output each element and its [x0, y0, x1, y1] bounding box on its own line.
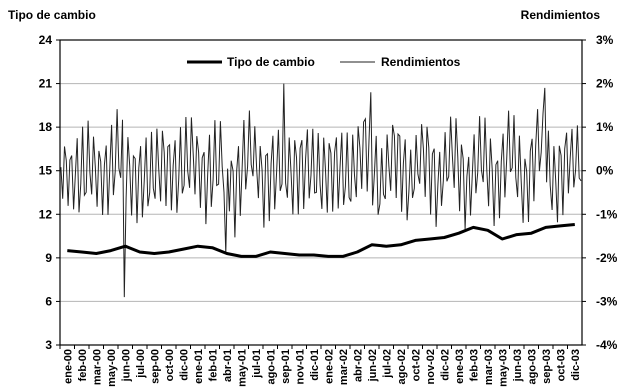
x-tick-label: ago-03	[526, 349, 538, 384]
left-tick-label: 18	[39, 120, 53, 134]
x-tick-label: oct-00	[164, 349, 176, 381]
x-tick-label: oct-03	[555, 349, 567, 381]
x-tick-label: dic-00	[178, 349, 190, 381]
x-tick-label: mar-00	[91, 349, 103, 385]
x-tick-label: mar-03	[483, 349, 495, 385]
legend-label-tipo-de-cambio: Tipo de cambio	[227, 55, 315, 69]
x-tick-label: feb-00	[77, 349, 89, 381]
x-tick-label: jul-02	[381, 349, 393, 379]
right-tick-label: -2%	[596, 251, 618, 265]
left-tick-label: 3	[45, 338, 52, 352]
right-tick-label: 0%	[596, 164, 614, 178]
x-tick-label: may-01	[236, 349, 248, 387]
right-tick-label: 2%	[596, 77, 614, 91]
right-tick-label: 1%	[596, 120, 614, 134]
x-tick-label: sep-00	[149, 349, 161, 384]
left-tick-label: 12	[39, 207, 53, 221]
x-tick-label: dic-01	[309, 349, 321, 381]
x-tick-label: oct-02	[410, 349, 422, 381]
series-line-rendimientos	[60, 83, 582, 298]
x-tick-label: feb-03	[468, 349, 480, 381]
left-axis-title: Tipo de cambio	[8, 8, 96, 22]
right-tick-label: -1%	[596, 207, 618, 221]
x-tick-label: jun-02	[367, 349, 379, 382]
right-tick-label: -3%	[596, 294, 618, 308]
right-axis-title: Rendimientos	[520, 8, 600, 22]
x-tick-label: ene-00	[62, 349, 74, 384]
x-tick-label: may-03	[497, 349, 509, 387]
x-tick-label: feb-01	[207, 349, 219, 381]
x-tick-label: sep-01	[280, 349, 292, 384]
x-tick-label: abr-01	[222, 349, 234, 382]
x-tick-label: dic-02	[439, 349, 451, 381]
x-tick-label: may-00	[106, 349, 118, 387]
series-line-tipo-de-cambio	[67, 223, 575, 258]
x-tick-label: ene-03	[454, 349, 466, 384]
right-tick-label: -4%	[596, 338, 618, 352]
x-tick-label: ene-01	[193, 349, 205, 384]
x-tick-label: jul-01	[251, 349, 263, 379]
left-tick-label: 9	[45, 251, 52, 265]
x-tick-label: sep-03	[541, 349, 553, 384]
x-tick-label: ago-01	[265, 349, 277, 384]
right-tick-label: 3%	[596, 33, 614, 47]
x-tick-label: jul-00	[135, 349, 147, 379]
x-tick-label: nov-01	[294, 349, 306, 384]
x-tick-label: dic-03	[570, 349, 582, 381]
x-tick-label: jun-03	[512, 349, 524, 382]
left-tick-label: 21	[39, 77, 53, 91]
left-tick-label: 15	[39, 164, 53, 178]
legend-label-rendimientos: Rendimientos	[381, 55, 461, 69]
x-tick-label: ago-02	[396, 349, 408, 384]
x-tick-label: nov-02	[425, 349, 437, 384]
x-tick-label: abr-02	[352, 349, 364, 382]
x-tick-label: ene-02	[323, 349, 335, 384]
x-tick-label: jun-00	[120, 349, 132, 382]
left-tick-label: 24	[39, 33, 53, 47]
left-tick-label: 6	[45, 294, 52, 308]
x-tick-label: mar-02	[338, 349, 350, 385]
